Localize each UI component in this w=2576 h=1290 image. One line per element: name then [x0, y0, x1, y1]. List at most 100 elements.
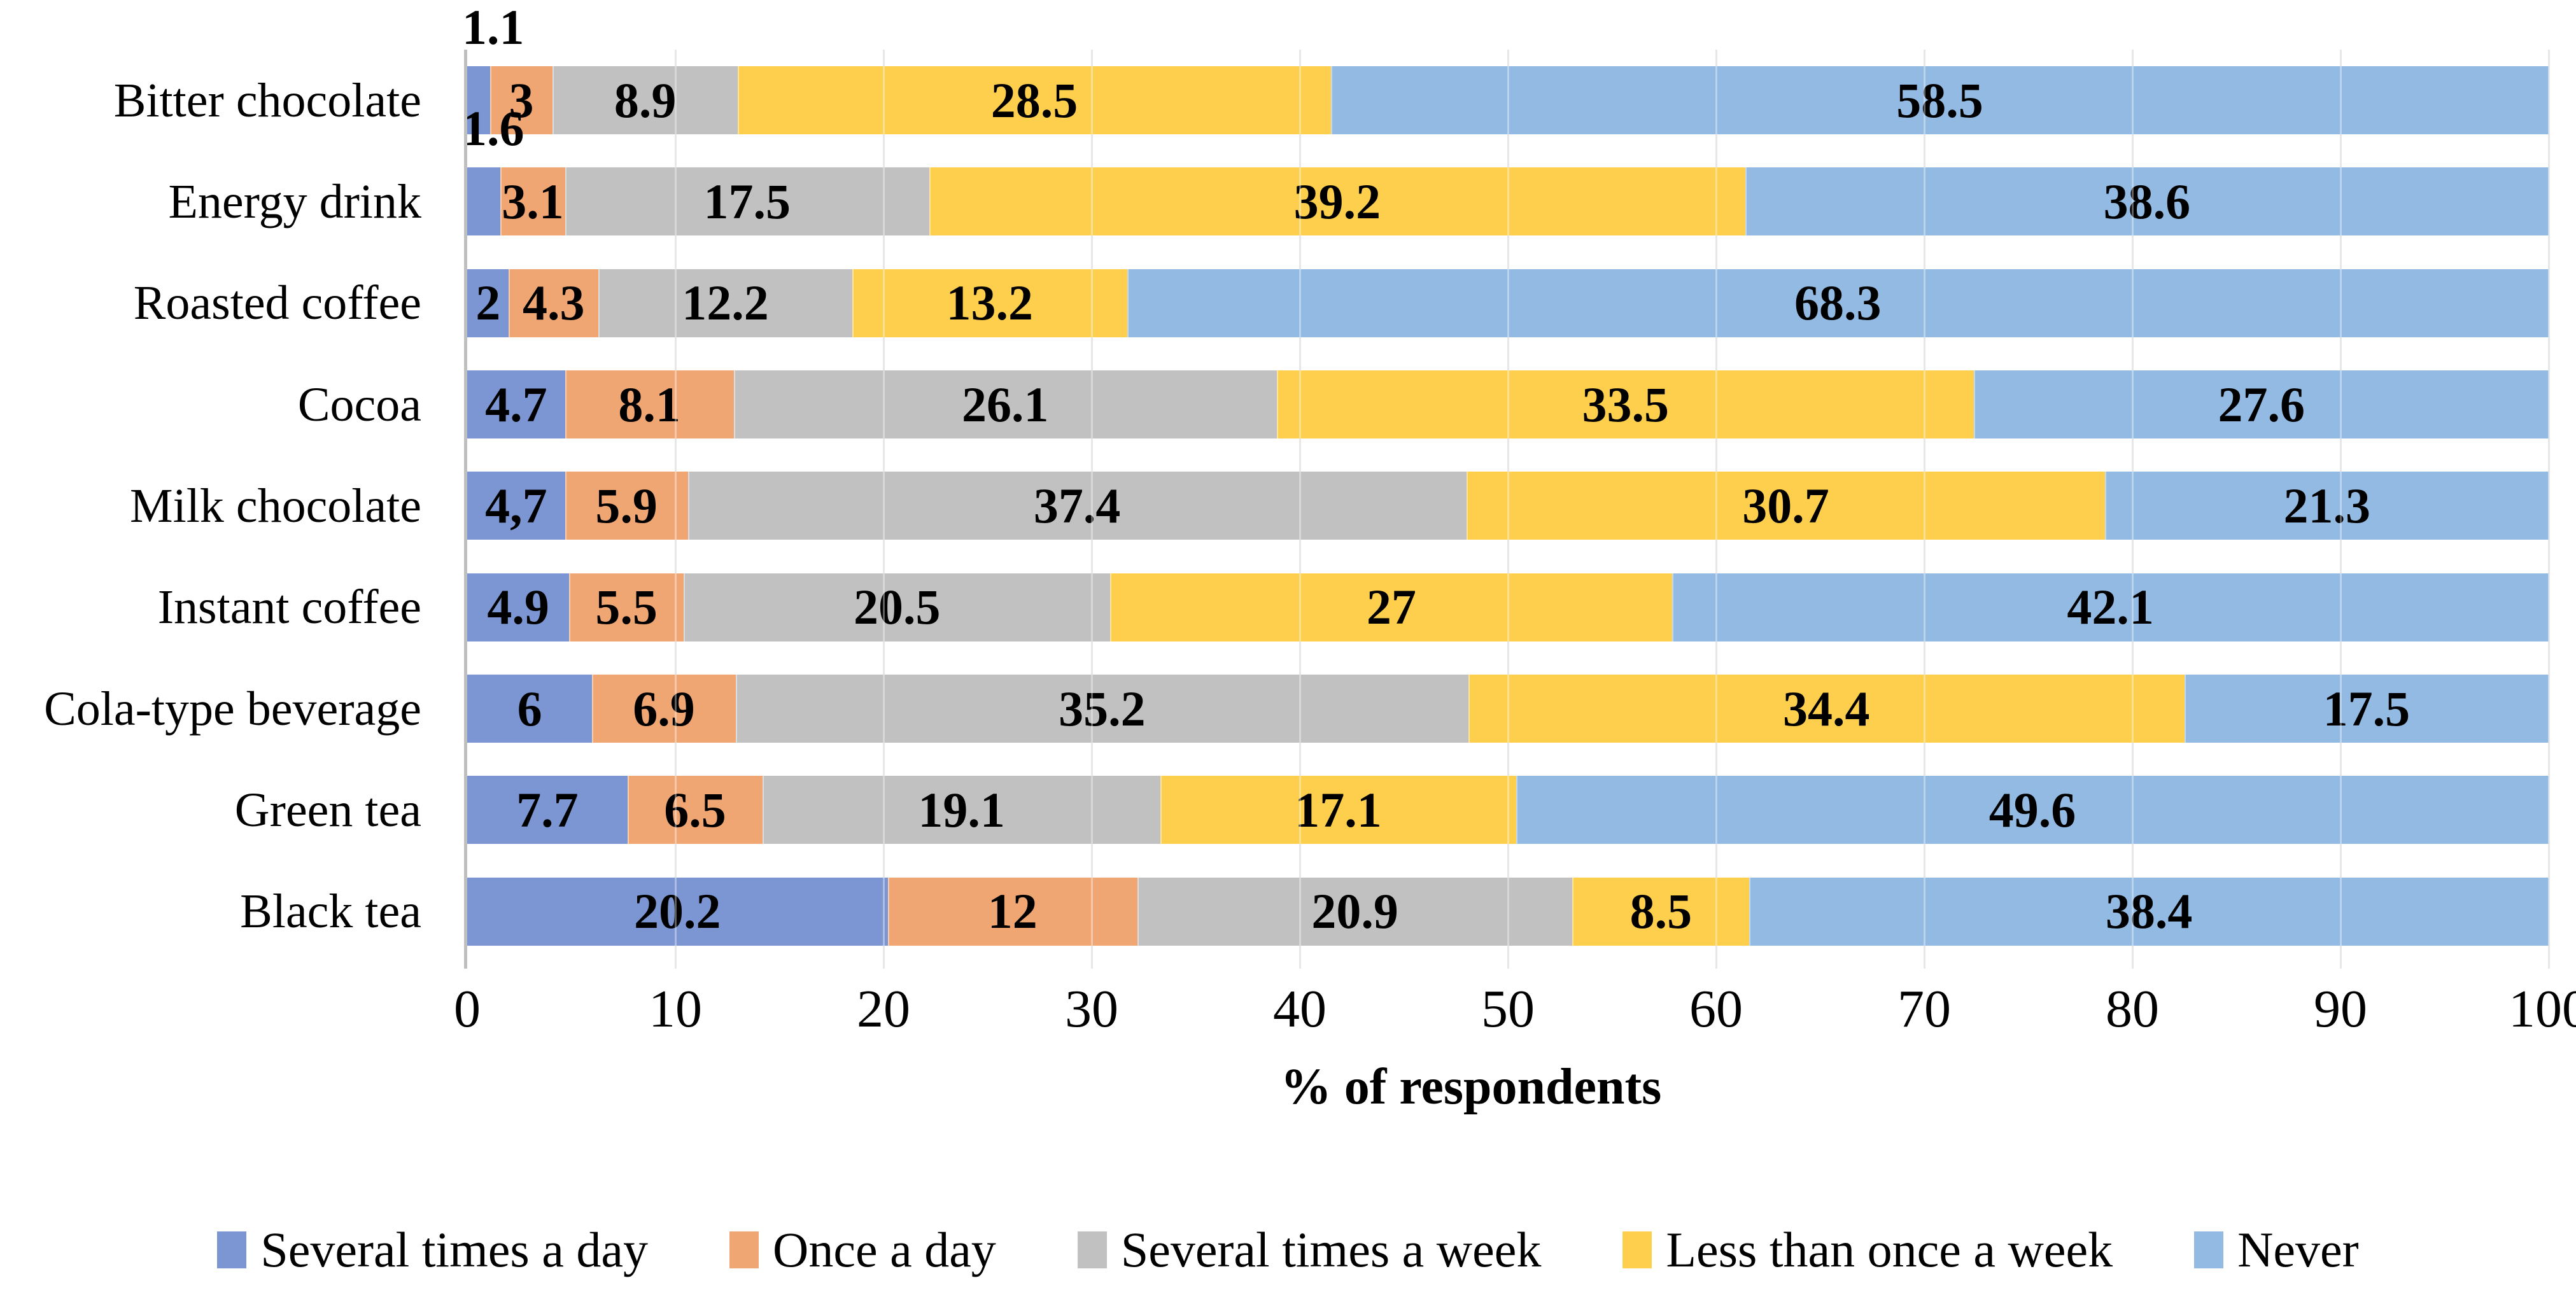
data-label: 7.7: [516, 782, 579, 838]
data-label-outside: 1.1: [462, 0, 524, 55]
data-label: 17.5: [2323, 680, 2411, 736]
data-label: 5.9: [595, 477, 658, 533]
legend-item: Several times a week: [1077, 1225, 1541, 1275]
bar-segment: 26.1: [733, 370, 1277, 438]
data-label: 20.2: [634, 883, 721, 939]
x-tick-label: 0: [454, 979, 481, 1039]
x-tick-label: 80: [2106, 979, 2159, 1039]
bar-segment: 8.1: [565, 370, 734, 438]
x-tick-label: 40: [1273, 979, 1327, 1039]
bar-segment: 1.1: [462, 3, 524, 134]
bar-segment: 6: [467, 675, 593, 743]
bar-segment: 3.1: [500, 167, 565, 236]
bar-segment: 34.4: [1468, 675, 2185, 743]
data-label: 20.9: [1311, 883, 1398, 939]
bar-segment: 33.5: [1277, 370, 1974, 438]
bar-segment: 17.5: [565, 167, 929, 236]
bar-segment: 28.5: [738, 66, 1332, 134]
bar-segment: 17.1: [1160, 776, 1517, 845]
data-label: 35.2: [1059, 680, 1146, 736]
bar-row: Cola-type beverage 6 6.9 35.2 34.4 17.5: [44, 658, 2549, 759]
bar-segment: 4.7: [467, 370, 565, 438]
bar-segment: 1.6: [462, 104, 524, 236]
data-label: 17.1: [1295, 782, 1382, 838]
data-label: 4,7: [485, 477, 547, 533]
data-label: 68.3: [1794, 275, 1882, 331]
stacked-bar: 20.2 12 20.9 8.5 38.4: [467, 877, 2549, 946]
bar-segment: 27: [1110, 573, 1673, 641]
bar-row: Roasted coffee 2 4.3 12.2 13.2 68.3: [134, 253, 2549, 354]
legend-label: Never: [2237, 1222, 2359, 1277]
bar-row: Bitter chocolate 1.1 3 8.9 28.5 58.5: [114, 3, 2549, 151]
data-label: 38.6: [2103, 173, 2191, 229]
legend-swatch-icon: [729, 1231, 759, 1268]
data-label: 8.5: [1629, 883, 1693, 939]
bar-segment: 7.7: [467, 776, 628, 845]
bar-segment: 19.1: [763, 776, 1160, 845]
bar-rows: Bitter chocolate 1.1 3 8.9 28.5 58.5 Energy dr…: [44, 3, 2549, 962]
legend: Several times a day Once a day Several tim…: [0, 1219, 2576, 1280]
x-tick-label: 20: [857, 979, 910, 1039]
bar-row: Milk chocolate 4,7 5.9 37.4 30.7 21.3: [130, 455, 2549, 556]
legend-item: Once a day: [729, 1225, 996, 1275]
bar-segment: 21.3: [2105, 472, 2549, 540]
bar-segment: 39.2: [929, 167, 1745, 236]
data-label: 38.4: [2105, 883, 2193, 939]
bar-segment: 20.5: [684, 573, 1111, 641]
plot-area: Bitter chocolate 1.1 3 8.9 28.5 58.5 Energy dr…: [44, 3, 2550, 969]
data-label: 21.3: [2283, 477, 2370, 533]
bar-segment: 6.5: [627, 776, 763, 845]
category-label: Black tea: [240, 885, 421, 939]
legend-item: Never: [2194, 1225, 2359, 1275]
data-label: 12: [987, 883, 1038, 939]
category-label: Milk chocolate: [130, 479, 421, 533]
bar-segment: 6.9: [592, 675, 736, 743]
gridline-100: [2548, 50, 2550, 969]
bar-segment: 49.6: [1516, 776, 2549, 845]
data-label: 27: [1366, 579, 1416, 635]
data-label-outside: 1.6: [462, 101, 524, 157]
x-tick-label: 10: [649, 979, 702, 1039]
data-label: 33.5: [1582, 376, 1669, 432]
data-label: 6: [517, 680, 542, 736]
category-label: Instant coffee: [157, 580, 421, 634]
data-label: 30.7: [1742, 477, 1829, 533]
bar-segment: 4,7: [467, 472, 565, 540]
bar-row: Energy drink 1.6 3.1 17.5 39.2 38.6: [168, 104, 2549, 252]
data-label: 17.5: [703, 173, 791, 229]
category-label: Cola-type beverage: [44, 682, 421, 736]
bar-segment: 4.9: [467, 573, 570, 641]
bar-segment: 20.2: [467, 877, 888, 946]
data-label: 8.1: [618, 376, 680, 432]
bar-segment: 35.2: [735, 675, 1468, 743]
data-label: 27.6: [2218, 376, 2305, 432]
data-label: 8.9: [614, 72, 677, 128]
data-label: 5.5: [595, 579, 658, 635]
category-label: Bitter chocolate: [113, 73, 421, 127]
x-tick-label: 90: [2314, 979, 2367, 1039]
bar-segment: 17.5: [2184, 675, 2549, 743]
legend-item: Several times a day: [217, 1225, 648, 1275]
data-label: 26.1: [962, 376, 1049, 432]
data-label: 37.4: [1033, 477, 1121, 533]
stacked-bar: 7.7 6.5 19.1 17.1 49.6: [467, 776, 2549, 845]
bar-segment: 20.9: [1137, 877, 1573, 946]
legend-label: Several times a day: [260, 1222, 648, 1277]
bar-segment: 30.7: [1466, 472, 2106, 540]
bar-segment: 12.2: [598, 269, 852, 337]
legend-item: Less than once a week: [1622, 1225, 2113, 1275]
category-label: Green tea: [234, 783, 421, 837]
x-tick-label: 30: [1065, 979, 1118, 1039]
legend-swatch-icon: [217, 1231, 247, 1268]
data-label: 3: [509, 72, 534, 128]
bar-segment: 42.1: [1672, 573, 2549, 641]
bar-segment: 5.9: [565, 472, 688, 540]
bar-segment: 27.6: [1974, 370, 2549, 438]
bar-row: Black tea 20.2 12 20.9 8.5 38.4: [240, 861, 2549, 962]
legend-swatch-icon: [1077, 1231, 1107, 1268]
bar-segment: 8.5: [1572, 877, 1750, 946]
data-label: 20.5: [853, 579, 941, 635]
bar-segment: 12: [887, 877, 1137, 946]
bar-segment: 37.4: [687, 472, 1467, 540]
